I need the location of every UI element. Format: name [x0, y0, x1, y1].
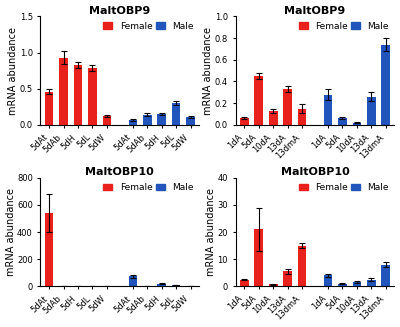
Bar — [143, 115, 152, 125]
Bar — [338, 284, 347, 286]
Bar — [324, 95, 332, 125]
Y-axis label: mRNA abundance: mRNA abundance — [6, 188, 16, 276]
Bar — [128, 120, 137, 125]
Bar — [382, 44, 390, 125]
Bar — [240, 118, 249, 125]
Bar — [157, 114, 166, 125]
Bar — [298, 246, 306, 286]
Bar — [367, 280, 376, 286]
Bar — [128, 276, 137, 286]
Bar — [157, 284, 166, 286]
Bar — [254, 76, 263, 125]
Y-axis label: mRNA abundance: mRNA abundance — [8, 26, 18, 115]
Legend: Female, Male: Female, Male — [102, 182, 195, 193]
Title: MaltOBP9: MaltOBP9 — [284, 6, 346, 16]
Bar — [324, 275, 332, 286]
Bar — [172, 103, 180, 125]
Bar — [88, 68, 97, 125]
Bar — [186, 117, 195, 125]
Legend: Female, Male: Female, Male — [298, 182, 390, 193]
Title: MaltOBP9: MaltOBP9 — [89, 6, 150, 16]
Bar — [298, 109, 306, 125]
Title: MaltOBP10: MaltOBP10 — [281, 167, 350, 177]
Y-axis label: mRNA abundance: mRNA abundance — [206, 188, 216, 276]
Bar — [338, 118, 347, 125]
Bar — [269, 111, 278, 125]
Bar — [352, 282, 361, 286]
Bar — [283, 271, 292, 286]
Bar — [367, 97, 376, 125]
Title: MaltOBP10: MaltOBP10 — [86, 167, 154, 177]
Bar — [352, 123, 361, 125]
Bar — [45, 213, 54, 286]
Bar — [382, 265, 390, 286]
Bar — [254, 229, 263, 286]
Legend: Female, Male: Female, Male — [298, 21, 390, 32]
Bar — [283, 89, 292, 125]
Bar — [269, 284, 278, 286]
Bar — [45, 92, 54, 125]
Bar — [102, 116, 111, 125]
Bar — [240, 280, 249, 286]
Bar — [59, 58, 68, 125]
Legend: Female, Male: Female, Male — [102, 21, 195, 32]
Bar — [172, 285, 180, 286]
Bar — [74, 65, 82, 125]
Y-axis label: mRNA abundance: mRNA abundance — [203, 26, 213, 115]
